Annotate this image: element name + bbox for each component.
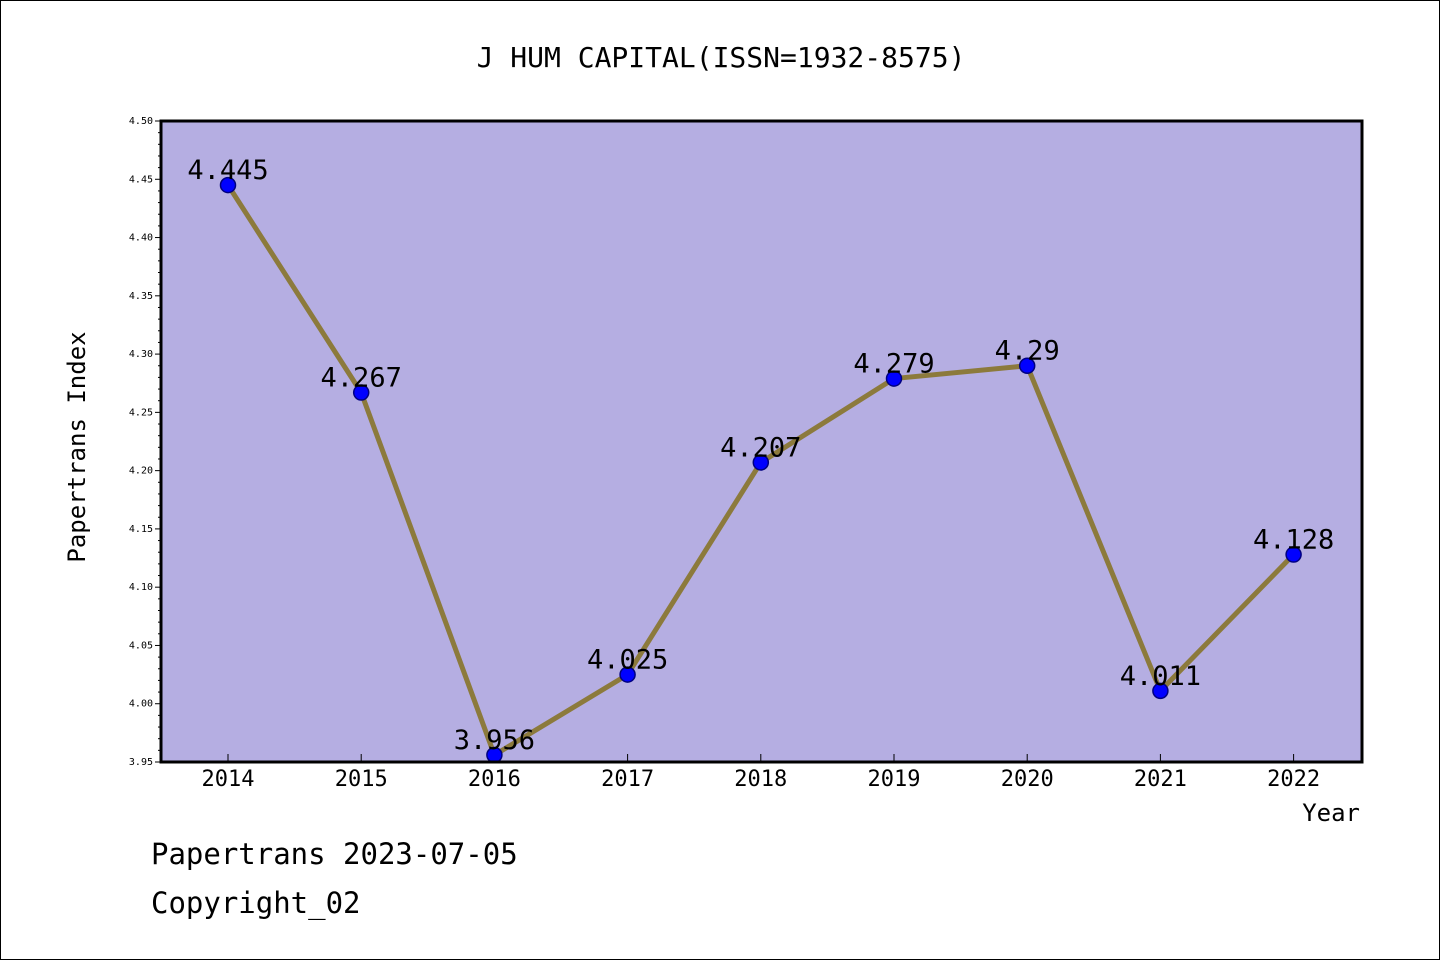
y-tick-label: 4.15: [129, 524, 153, 535]
x-tick-label: 2014: [202, 767, 255, 792]
x-tick-label: 2016: [468, 767, 521, 792]
x-tick-label: 2019: [868, 767, 921, 792]
data-point: [885, 370, 903, 387]
data-labels: 4.445 4.267 3.956 4.025 4.207 4.279 4.29 4.011 4…: [187, 155, 1334, 756]
data-label: 3.956: [454, 725, 535, 756]
y-tick-label: 4.50: [129, 116, 153, 127]
y-tick-label: 4.35: [129, 291, 153, 302]
data-label: 4.445: [187, 155, 268, 186]
y-tick-label: 4.45: [129, 174, 153, 185]
x-tick-label: 2017: [601, 767, 654, 792]
y-tick-label: 4.05: [129, 640, 153, 651]
data-label: 4.207: [720, 432, 801, 463]
data-point: [1018, 357, 1036, 374]
footer-date: Papertrans 2023-07-05: [151, 837, 518, 871]
data-label: 4.29: [995, 336, 1060, 367]
x-tick-label: 2020: [1001, 767, 1054, 792]
data-point: [352, 384, 370, 401]
data-point: [219, 176, 237, 194]
x-tick-label: 2021: [1134, 767, 1187, 792]
data-label: 4.128: [1253, 525, 1334, 556]
x-tick-label: 2022: [1267, 767, 1320, 792]
plot-border: [159, 119, 1364, 764]
x-axis: 2014 2015 2016 2017 2018 2019 2020 2021 2022: [202, 754, 1320, 792]
chart-title: J HUM CAPITAL(ISSN=1932-8575): [477, 41, 966, 74]
y-axis-label: Papertrans Index: [63, 331, 91, 562]
x-tick-label: 2018: [734, 767, 787, 792]
data-label: 4.267: [321, 363, 402, 394]
data-point: [752, 454, 770, 471]
y-tick-label: 4.20: [129, 466, 153, 477]
y-tick-label: 4.30: [129, 349, 153, 360]
data-label: 4.025: [587, 645, 668, 676]
y-tick-label: 3.95: [129, 757, 153, 768]
y-tick-label: 4.00: [129, 699, 153, 710]
data-label: 4.011: [1120, 661, 1201, 692]
y-tick-label: 4.40: [129, 233, 153, 244]
x-tick-label: 2015: [335, 767, 388, 792]
data-point: [1152, 682, 1169, 700]
y-tick-label: 4.25: [129, 407, 153, 418]
data-point: [1285, 546, 1302, 563]
x-axis-label: Year: [1302, 799, 1360, 827]
y-axis: 3.95 4.00 4.05 4.10 4.15 4.20 4.25 4.30 4.35 4.40…: [129, 116, 161, 768]
footer-copyright: Copyright_02: [151, 886, 361, 920]
y-tick-label: 4.10: [129, 582, 153, 593]
data-point: [619, 666, 636, 683]
data-label: 4.279: [853, 349, 934, 380]
plot-area: [161, 121, 1362, 762]
data-points: [219, 176, 1302, 764]
